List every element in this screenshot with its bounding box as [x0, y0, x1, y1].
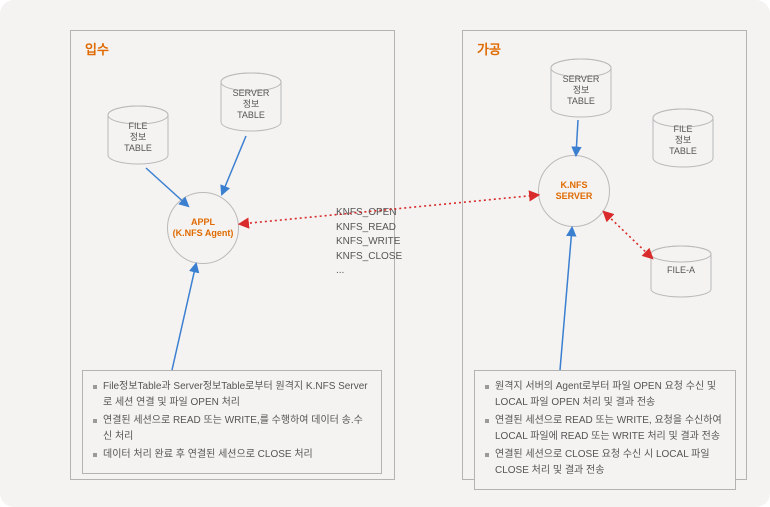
desc-right-item: 연결된 세션으로 READ 또는 WRITE, 요청을 수신하여 LOCAL 파… — [485, 413, 725, 445]
region-left-title: 입수 — [85, 39, 109, 58]
desc-right-item: 연결된 세션으로 CLOSE 요청 수신 시 LOCAL 파일 CLOSE 처리… — [485, 447, 725, 479]
db-left-server: SERVER 정보 TABLE — [218, 72, 284, 134]
db-right-server-label: SERVER 정보 TABLE — [548, 74, 614, 106]
db-file-a-label: FILE-A — [648, 265, 714, 276]
diagram-canvas: 입수 가공 FILE 정보 TABLE SERVER 정보 TABLE APPL… — [0, 0, 770, 507]
node-knfs-server: K.NFS SERVER — [538, 155, 610, 227]
api-item: KNFS_WRITE — [336, 235, 402, 250]
api-list: KNFS_OPEN KNFS_READ KNFS_WRITE KNFS_CLOS… — [336, 206, 402, 279]
db-left-file: FILE 정보 TABLE — [105, 105, 171, 167]
desc-left-item: File정보Table과 Server정보Table로부터 원격지 K.NFS … — [93, 379, 371, 411]
desc-right-item: 원격지 서버의 Agent로부터 파일 OPEN 요청 수신 및 LOCAL 파… — [485, 379, 725, 411]
node-appl: APPL (K.NFS Agent) — [167, 192, 239, 264]
db-left-server-label: SERVER 정보 TABLE — [218, 88, 284, 120]
desc-right: 원격지 서버의 Agent로부터 파일 OPEN 요청 수신 및 LOCAL 파… — [474, 370, 736, 490]
db-right-file-label: FILE 정보 TABLE — [650, 124, 716, 156]
desc-left-item: 연결된 세션으로 READ 또는 WRITE,를 수행하여 데이터 송.수신 처… — [93, 413, 371, 445]
db-right-server: SERVER 정보 TABLE — [548, 58, 614, 120]
api-item: KNFS_OPEN — [336, 206, 402, 221]
db-right-file: FILE 정보 TABLE — [650, 108, 716, 170]
region-right-title: 가공 — [477, 39, 501, 58]
api-item: KNFS_READ — [336, 221, 402, 236]
desc-left: File정보Table과 Server정보Table로부터 원격지 K.NFS … — [82, 370, 382, 474]
db-left-file-label: FILE 정보 TABLE — [105, 121, 171, 153]
api-item: ... — [336, 264, 402, 279]
db-file-a: FILE-A — [648, 245, 714, 300]
api-item: KNFS_CLOSE — [336, 250, 402, 265]
desc-left-item: 데이터 처리 완료 후 연결된 세션으로 CLOSE 처리 — [93, 447, 371, 463]
